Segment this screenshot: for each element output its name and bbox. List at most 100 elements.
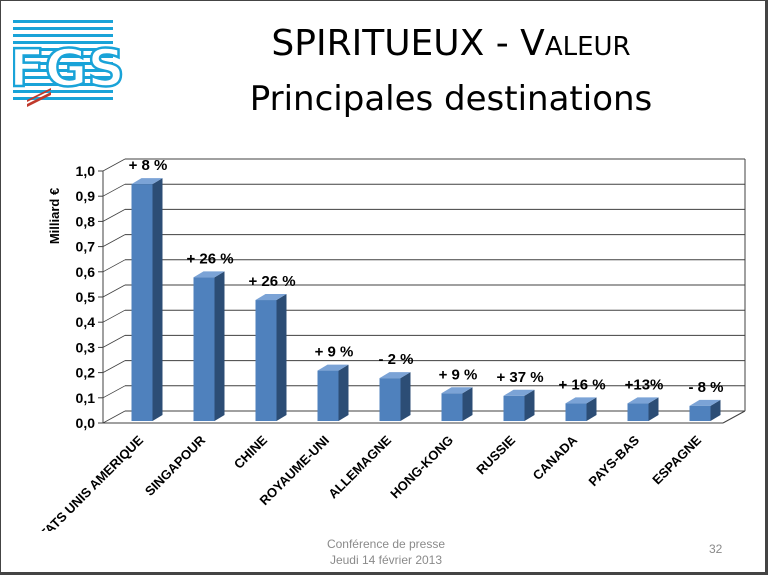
bar-front [379, 378, 401, 421]
bar-top [131, 178, 163, 185]
y-tick-label: 0,3 [76, 339, 96, 355]
bar-top [689, 399, 721, 406]
data-label: +13% [625, 376, 664, 393]
bar [689, 399, 721, 421]
logo-red-stripes [27, 88, 51, 107]
y-tick-label: 0,7 [76, 239, 96, 255]
bar-side [338, 364, 349, 421]
bar [441, 387, 473, 421]
footer-line-2: Jeudi 14 février 2013 [329, 553, 443, 567]
bar-side [524, 389, 535, 421]
x-tick-label: ESPAGNE [649, 432, 704, 487]
bar-front [317, 370, 339, 421]
bar-side [152, 178, 163, 421]
x-tick-label: CANADA [530, 432, 581, 483]
bar-front [193, 277, 215, 421]
logo-stripes [13, 20, 113, 100]
data-label: + 37 % [496, 369, 543, 386]
y-tick-label: 0,5 [76, 289, 96, 305]
floor-side-edge [722, 410, 746, 424]
bar-front [565, 403, 587, 421]
bar [193, 271, 225, 421]
y-tick-label: 0,9 [76, 188, 96, 204]
bar [379, 372, 411, 421]
bar [131, 178, 163, 421]
bar-front [627, 403, 649, 421]
bar-side [400, 372, 411, 421]
data-label: + 8 % [129, 157, 168, 174]
page-title: SPIRITUEUX - VALEUR [141, 23, 761, 64]
x-tick-label: HONG-KONG [387, 433, 456, 502]
bars [131, 178, 721, 421]
y-axis-label: Milliard € [47, 188, 62, 244]
gridline-depth [102, 335, 126, 348]
bar-top [379, 372, 411, 379]
y-tick-label: 0,0 [76, 415, 96, 431]
x-tick-label: ETATS UNIS AMERIQUE [30, 432, 146, 531]
y-tick-label: 0,1 [76, 390, 96, 406]
bar-front [689, 405, 711, 421]
bar-top [255, 294, 287, 301]
bar [565, 397, 597, 421]
bar-top [565, 397, 597, 404]
gridline-depth [102, 410, 126, 424]
bar-top [317, 364, 349, 371]
fgs-logo: FGS [13, 20, 123, 107]
data-label: - 2 % [378, 351, 413, 368]
bar-top [441, 387, 473, 394]
y-tick-label: 0,6 [76, 264, 96, 280]
page-subtitle: Principales destinations [249, 79, 653, 119]
x-tick-label: SINGAPOUR [142, 432, 209, 499]
bar-front [441, 393, 463, 421]
bar-side [462, 387, 473, 421]
y-tick-label: 1,0 [76, 163, 96, 179]
data-labels: + 8 % + 26 % + 26 % + 9 % - 2 % + 9 % + 37 % + … [129, 157, 724, 396]
bar-side [586, 397, 597, 421]
data-label: + 26 % [186, 250, 233, 267]
bar-side [710, 399, 721, 421]
gridline-depth [102, 183, 126, 197]
bar [317, 364, 349, 421]
data-label: + 9 % [439, 366, 478, 383]
bar-top [503, 389, 535, 396]
logo-text: FGS [13, 39, 123, 99]
bar-side [648, 397, 659, 421]
data-label: - 8 % [688, 379, 723, 396]
data-label: + 16 % [558, 376, 605, 393]
y-tick-label: 0,8 [76, 213, 96, 229]
page-number: 32 [709, 542, 723, 556]
bar-front [503, 395, 525, 421]
bar-top [193, 271, 225, 278]
data-label: + 9 % [315, 344, 354, 361]
title-small-caps: ALEUR [544, 32, 631, 62]
footer-line-1: Conférence de presse [326, 537, 446, 551]
bar [503, 389, 535, 421]
bar-front [255, 300, 277, 421]
bar-side [214, 271, 225, 421]
bar-front [131, 184, 153, 421]
y-tick-label: 0,4 [76, 314, 96, 330]
y-tick-label: 0,2 [76, 365, 96, 381]
x-tick-label: RUSSIE [473, 432, 518, 477]
gridline-depth [102, 259, 126, 273]
gridline-depth [102, 234, 126, 247]
bar-side [276, 294, 287, 421]
bar-top [627, 397, 659, 404]
x-tick-label: PAYS-BAS [586, 432, 643, 489]
x-tick-label: ALLEMAGNE [325, 432, 394, 501]
bar [627, 397, 659, 421]
title-main: SPIRITUEUX - V [271, 23, 545, 64]
data-label: + 26 % [248, 273, 295, 290]
bar [255, 294, 287, 421]
gridline-depth [102, 158, 126, 172]
gridline-depth [102, 209, 126, 222]
gridline-depth [102, 284, 126, 298]
gridline-depth [102, 385, 126, 399]
x-tick-label: CHINE [231, 432, 270, 471]
y-tick-labels: 0,0 0,1 0,2 0,3 0,4 0,5 0,6 0,7 0,8 0,9 1,0 [76, 163, 103, 431]
bar-chart: 0,0 0,1 0,2 0,3 0,4 0,5 0,6 0,7 0,8 0,9 1,0 Milliar… [30, 157, 746, 531]
gridline-depth [102, 309, 126, 323]
gridline-depth [102, 360, 126, 373]
